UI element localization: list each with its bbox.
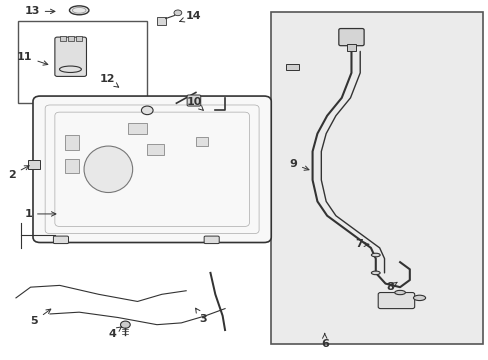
Bar — [19, 21, 147, 103]
Bar — [285, 64, 299, 70]
Text: 8: 8 — [386, 282, 396, 292]
Bar — [64, 158, 79, 173]
Text: 13: 13 — [24, 6, 55, 17]
Text: 12: 12 — [100, 74, 119, 87]
Bar — [64, 135, 79, 150]
Ellipse shape — [371, 271, 379, 275]
Circle shape — [141, 106, 153, 114]
Bar — [127, 123, 147, 134]
Ellipse shape — [69, 6, 89, 15]
Text: 14: 14 — [180, 12, 201, 22]
Ellipse shape — [84, 146, 132, 193]
Bar — [271, 12, 482, 344]
Bar — [196, 137, 207, 146]
Text: 3: 3 — [195, 308, 206, 324]
FancyBboxPatch shape — [377, 293, 414, 309]
FancyBboxPatch shape — [53, 236, 68, 244]
FancyBboxPatch shape — [55, 37, 86, 76]
Text: 7: 7 — [354, 239, 368, 249]
Ellipse shape — [413, 295, 425, 301]
Text: 11: 11 — [17, 52, 48, 65]
Text: 1: 1 — [24, 209, 56, 219]
Text: 9: 9 — [288, 159, 308, 170]
Bar — [147, 144, 164, 155]
Bar — [28, 160, 40, 169]
Bar — [76, 36, 81, 41]
FancyBboxPatch shape — [338, 28, 364, 46]
Bar — [60, 36, 65, 41]
FancyBboxPatch shape — [187, 95, 201, 106]
Circle shape — [120, 321, 130, 328]
Text: 10: 10 — [186, 97, 203, 111]
Text: 4: 4 — [108, 327, 121, 339]
Bar — [346, 44, 356, 51]
Text: 5: 5 — [31, 309, 51, 326]
Bar — [157, 18, 165, 24]
FancyBboxPatch shape — [203, 236, 219, 244]
Text: 6: 6 — [320, 334, 328, 349]
Bar — [68, 36, 74, 41]
FancyBboxPatch shape — [33, 96, 271, 243]
Ellipse shape — [394, 291, 405, 295]
Ellipse shape — [371, 253, 379, 257]
Circle shape — [174, 10, 182, 16]
Text: 2: 2 — [8, 166, 29, 180]
